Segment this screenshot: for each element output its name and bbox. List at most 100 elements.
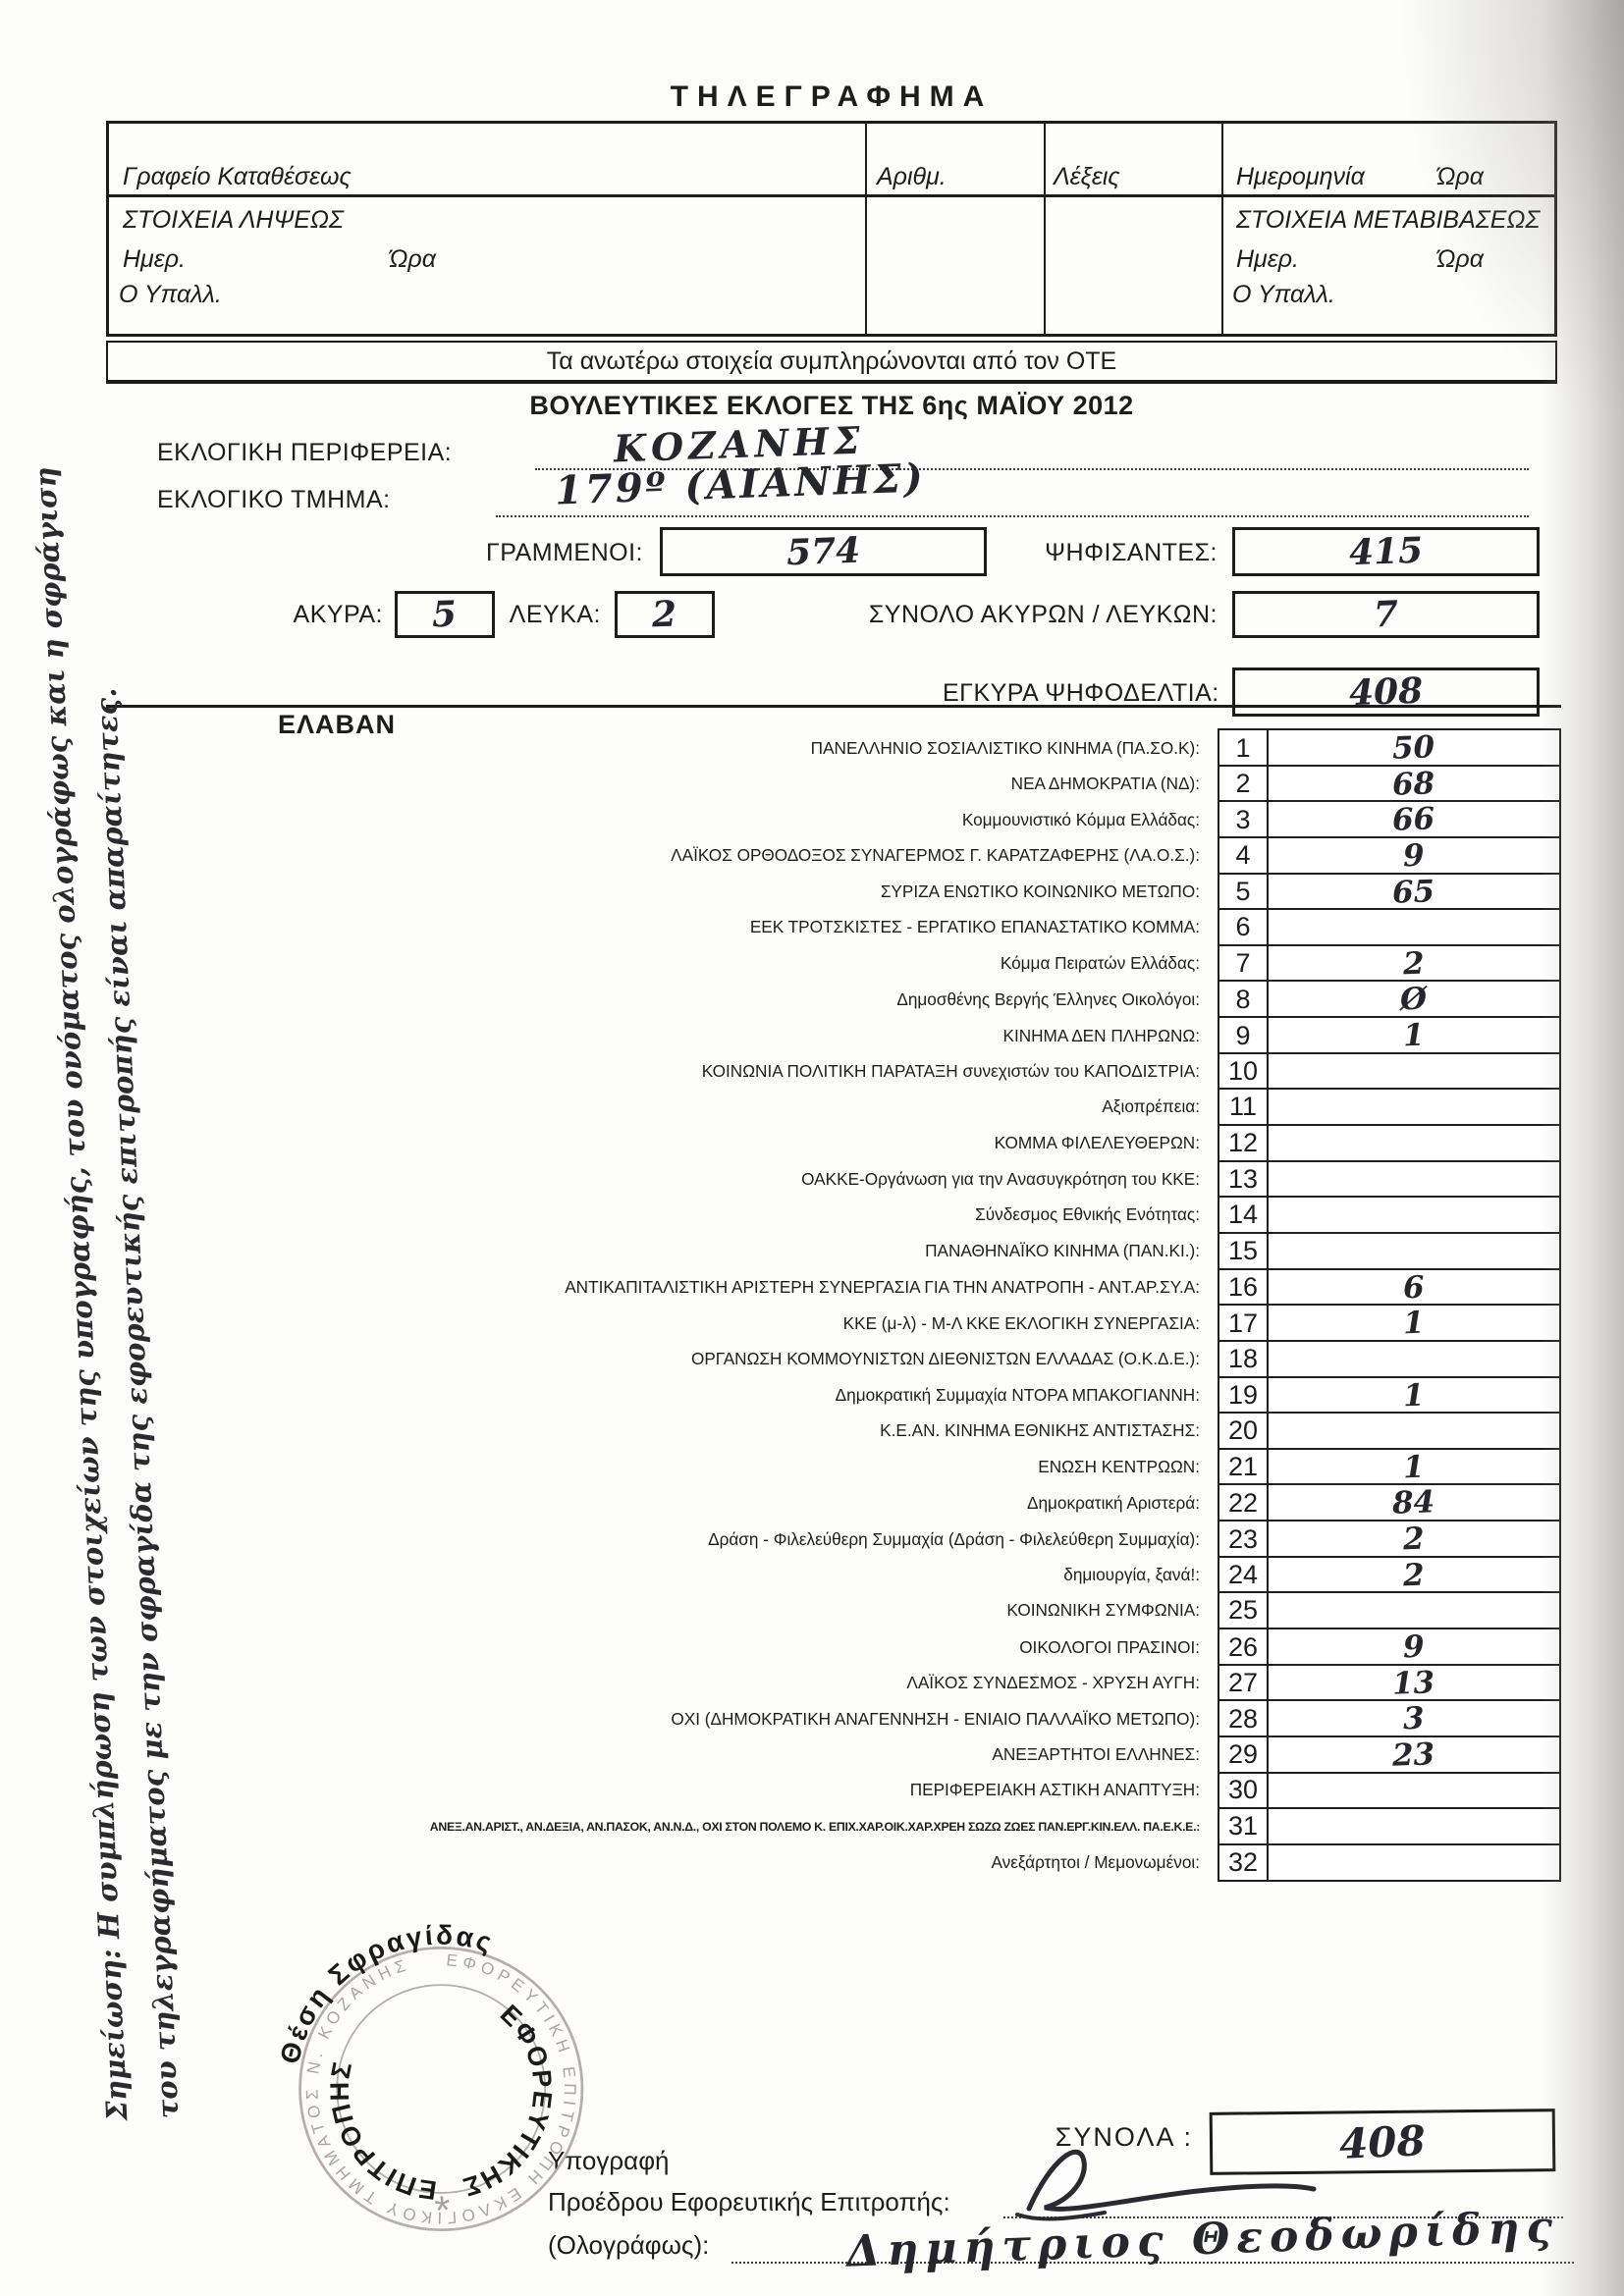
- office-column-label: Γραφείο Καταθέσεως: [123, 163, 352, 190]
- party-votes-handwritten: 1: [1402, 1377, 1426, 1414]
- blank-label: ΛΕΥΚΑ:: [509, 601, 601, 628]
- party-row: ΚΟΙΝΩΝΙΚΗ ΣΥΜΦΩΝΙΑ: 25: [245, 1591, 1561, 1630]
- party-votes-box: [1267, 1231, 1561, 1270]
- party-votes-box: 65: [1267, 872, 1561, 912]
- party-row: Κ.Ε.ΑΝ. ΚΙΝΗΜΑ ΕΘΝΙΚΗΣ ΑΝΤΙΣΤΑΣΗΣ: 20: [245, 1412, 1561, 1450]
- party-votes-box: [1267, 908, 1561, 946]
- party-votes-handwritten: 1: [1402, 1449, 1426, 1486]
- party-votes-handwritten: 84: [1391, 1484, 1436, 1522]
- stamp-outer-ring: [298, 1947, 584, 2232]
- party-row: ΚΟΙΝΩΝΙΑ ΠΟΛΙΤΙΚΗ ΠΑΡΑΤΑΞΗ συνεχιστών το…: [245, 1051, 1561, 1091]
- stamp-inner-ring: [336, 1984, 547, 2194]
- party-number-box: 29: [1218, 1735, 1269, 1775]
- page-title: ΤΗΛΕΓΡΑΦΗΜΑ: [670, 80, 994, 113]
- party-votes-box: [1267, 1088, 1561, 1127]
- invalid-blank-total-value: 7: [1373, 593, 1399, 636]
- party-row: ΚΟΜΜΑ ΦΙΛΕΛΕΥΘΕΡΩΝ: 12: [245, 1124, 1561, 1162]
- party-number-box: 30: [1218, 1771, 1269, 1810]
- party-name: ΠΑΝΑΘΗΝΑΪΚΟ ΚΙΝΗΜΑ (ΠΑΝ.ΚΙ.):: [925, 1240, 1200, 1260]
- party-votes-box: 1: [1267, 1304, 1561, 1344]
- transmission-time-label: Ώρα: [1436, 245, 1484, 274]
- party-number-box: 10: [1218, 1051, 1269, 1091]
- party-votes-box: 9: [1267, 1628, 1561, 1668]
- reception-time-label: Ώρα: [389, 245, 436, 273]
- party-votes-box: [1267, 1591, 1561, 1630]
- party-results-table: ΠΑΝΕΛΛΗΝΙΟ ΣΟΣΙΑΛΙΣΤΙΚΟ ΚΙΝΗΜΑ (ΠΑ.ΣΟ.Κ)…: [245, 728, 1561, 1882]
- holograph-handwritten-name: Δημήτριος Θεοδωρίδης: [845, 2202, 1560, 2277]
- section-divider-rule: [106, 705, 1561, 708]
- party-votes-box: [1267, 1124, 1561, 1162]
- party-number-box: 22: [1218, 1483, 1269, 1523]
- president-signature-scribble: [1015, 2149, 1317, 2221]
- party-number-box: 24: [1218, 1555, 1269, 1595]
- party-number-box: 4: [1218, 835, 1269, 876]
- party-name: ΠΕΡΙΦΕΡΕΙΑΚΗ ΑΣΤΙΚΗ ΑΝΑΠΤΥΞΗ:: [909, 1780, 1200, 1800]
- invalid-box: 5: [395, 591, 495, 638]
- party-name: Κομμουνιστικό Κόμμα Ελλάδας:: [961, 809, 1200, 829]
- voters-value: 415: [1348, 529, 1424, 574]
- party-row: ΚΚΕ (μ-λ) - Μ-Λ ΚΚΕ ΕΚΛΟΓΙΚΗ ΣΥΝΕΡΓΑΣΙΑ:…: [245, 1304, 1561, 1344]
- party-name: ΚΟΙΝΩΝΙΚΗ ΣΥΜΦΩΝΙΑ:: [1006, 1600, 1200, 1621]
- party-number-box: 14: [1218, 1196, 1269, 1234]
- party-row: ΣΥΡΙΖΑ ΕΝΩΤΙΚΟ ΚΟΙΝΩΝΙΚΟ ΜΕΤΩΠΟ: 5 65: [245, 872, 1561, 912]
- party-row: ΛΑΪΚΟΣ ΟΡΘΟΔΟΞΟΣ ΣΥΝΑΓΕΡΜΟΣ Γ. ΚΑΡΑΤΖΑΦΕ…: [245, 835, 1561, 876]
- blank-value: 2: [651, 593, 678, 636]
- party-number-box: 20: [1218, 1412, 1269, 1450]
- valid-ballots-label: ΕΓΚΥΡΑ ΨΗΦΟΔΕΛΤΙΑ:: [943, 679, 1219, 707]
- party-votes-box: 3: [1267, 1699, 1561, 1739]
- scan-edge-shadow: [1541, 0, 1624, 2296]
- party-name: ΑΝΕΞΑΡΤΗΤΟΙ ΕΛΛΗΝΕΣ:: [992, 1744, 1200, 1765]
- signature-president-label: Προέδρου Εφορευτικής Επιτροπής:: [548, 2187, 950, 2216]
- party-name: Ανεξάρτητοι / Μεμονωμένοι:: [991, 1851, 1200, 1872]
- party-number-box: 16: [1218, 1267, 1269, 1308]
- party-votes-box: 6: [1267, 1267, 1561, 1308]
- scan-corner-shadow: [1398, 0, 1624, 422]
- party-row: ΠΑΝΑΘΗΝΑΪΚΟ ΚΙΝΗΜΑ (ΠΑΝ.ΚΙ.): 15: [245, 1231, 1561, 1270]
- party-name: ΟΧΙ (ΔΗΜΟΚΡΑΤΙΚΗ ΑΝΑΓΕΝΝΗΣΗ - ΕΝΙΑΙΟ ΠΑΛ…: [671, 1708, 1200, 1729]
- ote-note-strip: Τα ανωτέρω στοιχεία συμπληρώνονται από τ…: [106, 341, 1557, 384]
- stamp-caption-top: Θέση Σφραγίδας: [263, 1914, 508, 2069]
- party-name: ΑΝΤΙΚΑΠΙΤΑΛΙΣΤΙΚΗ ΑΡΙΣΤΕΡΗ ΣΥΝΕΡΓΑΣΙΑ ΓΙ…: [565, 1277, 1200, 1298]
- party-votes-box: [1267, 1771, 1561, 1810]
- party-votes-handwritten: 50: [1391, 729, 1436, 767]
- party-name: Δημοκρατική Συμμαχία ΝΤΟΡΑ ΜΠΑΚΟΓΙΑΝΝΗ:: [835, 1385, 1200, 1406]
- party-votes-box: [1267, 1051, 1561, 1091]
- registered-box: 574: [660, 527, 987, 576]
- party-votes-handwritten: 68: [1391, 765, 1436, 803]
- party-row: Κόμμα Πειρατών Ελλάδας: 7 2: [245, 943, 1561, 984]
- stamp-caption-bottom: ΕΠΙΤΡΟΠΗΣ: [321, 2050, 441, 2215]
- party-row: ΟΡΓΑΝΩΣΗ ΚΟΜΜΟΥΝΙΣΤΩΝ ΔΙΕΘΝΙΣΤΩΝ ΕΛΛΑΔΑΣ…: [245, 1339, 1561, 1378]
- party-name: ΚΙΝΗΜΑ ΔΕΝ ΠΛΗΡΩΝΩ:: [1002, 1025, 1200, 1045]
- table-divider: [1221, 124, 1223, 334]
- party-votes-box: 1: [1267, 1016, 1561, 1056]
- stamp-star-icon: *: [433, 2187, 453, 2233]
- party-votes-box: 50: [1267, 728, 1561, 768]
- party-row: ΟΧΙ (ΔΗΜΟΚΡΑΤΙΚΗ ΑΝΑΓΕΝΝΗΣΗ - ΕΝΙΑΙΟ ΠΑΛ…: [245, 1699, 1561, 1739]
- table-divider: [865, 124, 867, 334]
- voters-box: 415: [1232, 527, 1540, 576]
- party-votes-handwritten: 1: [1402, 1017, 1426, 1054]
- party-name: ΟΑΚΚΕ-Οργάνωση για την Ανασυγκρότηση του…: [801, 1168, 1200, 1189]
- party-name: Σύνδεσμος Εθνικής Ενότητας:: [975, 1204, 1200, 1225]
- party-name: ΟΙΚΟΛΟΓΟΙ ΠΡΑΣΙΝΟΙ:: [1019, 1636, 1200, 1657]
- telegraph-header-table: Γραφείο Καταθέσεως Αριθμ. Λέξεις Ημερομη…: [106, 121, 1557, 337]
- party-votes-handwritten: 2: [1402, 1557, 1426, 1594]
- party-number-box: 28: [1218, 1699, 1269, 1739]
- party-number-box: 6: [1218, 908, 1269, 946]
- party-row: Αξιοπρέπεια: 11: [245, 1088, 1561, 1127]
- party-name: Κ.Ε.ΑΝ. ΚΙΝΗΜΑ ΕΘΝΙΚΗΣ ΑΝΤΙΣΤΑΣΗΣ:: [880, 1419, 1200, 1440]
- party-votes-box: 1: [1267, 1447, 1561, 1487]
- party-row: Δημοκρατική Συμμαχία ΝΤΟΡΑ ΜΠΑΚΟΓΙΑΝΝΗ: …: [245, 1375, 1561, 1415]
- table-divider: [109, 194, 1554, 197]
- party-row: ΑΝΤΙΚΑΠΙΤΑΛΙΣΤΙΚΗ ΑΡΙΣΤΕΡΗ ΣΥΝΕΡΓΑΣΙΑ ΓΙ…: [245, 1267, 1561, 1308]
- party-row: ΕΕΚ ΤΡΟΤΣΚΙΣΤΕΣ - ΕΡΓΑΤΙΚΟ ΕΠΑΝΑΣΤΑΤΙΚΟ …: [245, 908, 1561, 946]
- reception-clerk-label: Ο Υπαλλ.: [119, 281, 222, 308]
- reception-date-label: Ημερ.: [123, 245, 187, 273]
- party-row: Δημοκρατική Αριστερά: 22 84: [245, 1483, 1561, 1523]
- party-number-box: 26: [1218, 1628, 1269, 1668]
- ote-note-text: Τα ανωτέρω στοιχεία συμπληρώνονται από τ…: [546, 347, 1117, 375]
- party-name: Δημοσθένης Βεργής Έλληνες Οικολόγοι:: [896, 988, 1200, 1009]
- party-name: ΝΕΑ ΔΗΜΟΚΡΑΤΙΑ (ΝΔ):: [1010, 774, 1200, 794]
- party-name: ΟΡΓΑΝΩΣΗ ΚΟΜΜΟΥΝΙΣΤΩΝ ΔΙΕΘΝΙΣΤΩΝ ΕΛΛΑΔΑΣ…: [690, 1348, 1200, 1368]
- party-number-box: 32: [1218, 1842, 1269, 1882]
